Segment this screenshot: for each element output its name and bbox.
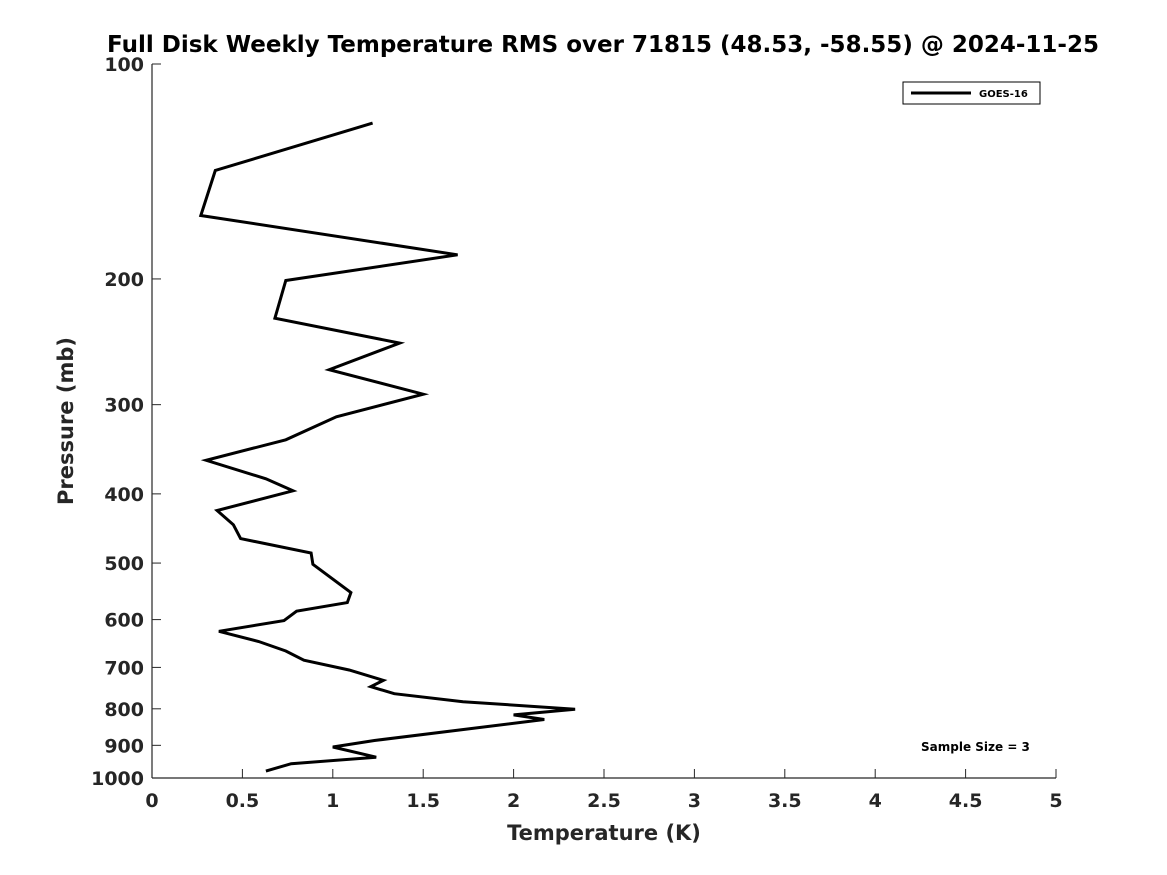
x-tick-label: 4: [869, 790, 882, 812]
y-axis-ticks: 100 200 300 400 500 600 700 800 900 1000: [91, 54, 161, 790]
y-tick-label: 200: [104, 269, 144, 291]
y-tick-label: 600: [104, 610, 144, 632]
y-tick-label: 700: [104, 657, 144, 679]
y-tick-label: 400: [104, 484, 144, 506]
x-tick-label: 2.5: [587, 790, 621, 812]
x-axis-ticks: 0 0.5 1 1.5 2 2.5 3 3.5 4 4.5 5: [145, 769, 1063, 812]
x-tick-label: 4.5: [949, 790, 983, 812]
series-line-goes-16: [198, 121, 576, 773]
x-tick-label: 3: [688, 790, 701, 812]
x-tick-label: 0: [145, 790, 158, 812]
chart-title: Full Disk Weekly Temperature RMS over 71…: [107, 32, 1099, 58]
x-axis-title: Temperature (K): [507, 821, 701, 845]
x-tick-label: 1: [326, 790, 339, 812]
y-tick-label: 800: [104, 699, 144, 721]
y-tick-label: 1000: [91, 768, 144, 790]
y-axis-title: Pressure (mb): [54, 337, 78, 505]
y-tick-label: 500: [104, 553, 144, 575]
x-tick-label: 2: [507, 790, 520, 812]
legend-label-goes-16: GOES-16: [979, 89, 1028, 100]
sample-size-annotation: Sample Size = 3: [921, 740, 1030, 754]
x-tick-label: 5: [1049, 790, 1062, 812]
series-layer: [198, 121, 576, 773]
y-tick-label: 100: [104, 54, 144, 76]
legend: GOES-16: [902, 81, 1041, 105]
legend-box: [902, 81, 1041, 105]
y-tick-label: 300: [104, 395, 144, 417]
x-tick-label: 1.5: [406, 790, 440, 812]
x-tick-label: 3.5: [768, 790, 802, 812]
x-tick-label: 0.5: [226, 790, 260, 812]
y-tick-label: 900: [104, 735, 144, 757]
